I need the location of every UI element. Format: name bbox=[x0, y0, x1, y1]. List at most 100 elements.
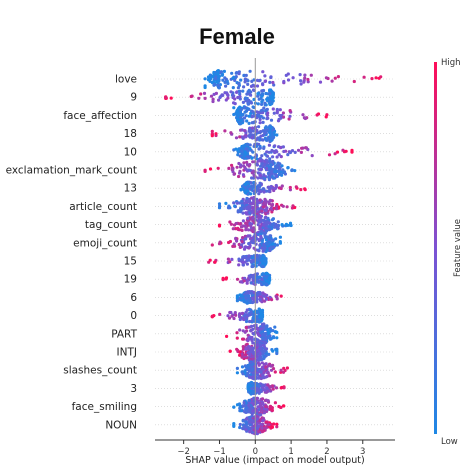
shap-point bbox=[241, 347, 245, 351]
feature-label: emoji_count bbox=[73, 237, 137, 249]
shap-point bbox=[264, 137, 268, 141]
shap-point bbox=[255, 319, 259, 323]
shap-point bbox=[247, 356, 251, 360]
shap-point bbox=[214, 72, 218, 76]
shap-point bbox=[268, 385, 272, 389]
shap-point bbox=[244, 167, 248, 171]
shap-point bbox=[268, 159, 272, 163]
shap-point bbox=[244, 237, 248, 241]
x-tick-label: 1 bbox=[288, 447, 293, 457]
feature-label: 0 bbox=[130, 310, 137, 322]
shap-point bbox=[259, 134, 263, 138]
shap-point bbox=[271, 107, 275, 111]
shap-point bbox=[241, 263, 245, 267]
shap-point bbox=[210, 129, 214, 133]
shap-point bbox=[374, 76, 378, 80]
shap-point bbox=[261, 187, 265, 191]
shap-point bbox=[238, 425, 242, 430]
shap-point bbox=[243, 353, 247, 357]
shap-point bbox=[231, 86, 235, 90]
shap-point bbox=[247, 256, 251, 261]
shap-point bbox=[255, 84, 260, 88]
shap-point bbox=[234, 112, 238, 116]
shap-point bbox=[243, 153, 247, 157]
shap-point bbox=[287, 117, 291, 121]
shap-point bbox=[279, 368, 283, 372]
shap-point bbox=[240, 243, 244, 247]
shap-point bbox=[247, 168, 251, 172]
shap-point bbox=[251, 216, 255, 220]
shap-point bbox=[246, 294, 250, 298]
shap-point bbox=[249, 274, 253, 279]
shap-point bbox=[256, 373, 260, 377]
shap-point bbox=[249, 324, 254, 328]
shap-point bbox=[258, 342, 262, 346]
shap-point bbox=[243, 234, 247, 238]
feature-row: 10 bbox=[124, 142, 395, 161]
shap-point bbox=[238, 135, 242, 139]
shap-point bbox=[281, 370, 286, 374]
shap-point bbox=[255, 128, 259, 133]
shap-point bbox=[246, 339, 250, 343]
shap-point bbox=[255, 414, 259, 418]
shap-point bbox=[232, 424, 236, 428]
shap-point bbox=[298, 73, 302, 77]
shap-point bbox=[265, 113, 269, 117]
shap-point bbox=[241, 236, 245, 240]
shap-point bbox=[256, 102, 260, 106]
shap-point bbox=[274, 294, 278, 298]
feature-row: emoji_count bbox=[73, 232, 395, 254]
shap-point bbox=[274, 170, 278, 174]
shap-point bbox=[236, 209, 240, 213]
shap-point bbox=[290, 149, 295, 153]
shap-point bbox=[251, 88, 256, 92]
shap-point bbox=[257, 430, 261, 434]
shap-point bbox=[235, 331, 239, 335]
shap-point bbox=[214, 132, 218, 136]
shap-point bbox=[267, 178, 271, 182]
shap-point bbox=[258, 224, 262, 228]
shap-point bbox=[249, 375, 253, 379]
shap-point bbox=[299, 82, 303, 86]
shap-point bbox=[250, 335, 254, 340]
shap-point bbox=[247, 398, 251, 402]
shap-point bbox=[277, 153, 281, 157]
shap-point bbox=[263, 176, 267, 181]
shap-point bbox=[202, 91, 207, 95]
shap-point bbox=[250, 427, 254, 431]
shap-point bbox=[240, 355, 244, 359]
feature-label: INTJ bbox=[117, 347, 137, 359]
shap-point bbox=[277, 169, 281, 173]
shap-point bbox=[306, 77, 310, 82]
shap-point bbox=[303, 76, 307, 80]
shap-point bbox=[246, 102, 250, 106]
shap-point bbox=[271, 155, 275, 159]
feature-label: face_smiling bbox=[72, 401, 137, 413]
shap-point bbox=[271, 93, 275, 97]
shap-point bbox=[232, 242, 236, 246]
shap-point bbox=[270, 133, 274, 137]
shap-point bbox=[276, 119, 281, 123]
shap-point bbox=[265, 408, 269, 412]
shap-point bbox=[244, 135, 248, 139]
shap-point bbox=[262, 362, 267, 366]
shap-point bbox=[274, 222, 278, 226]
shap-point bbox=[264, 226, 268, 230]
shap-point bbox=[217, 242, 222, 246]
shap-point bbox=[301, 113, 305, 117]
shap-point bbox=[258, 352, 262, 356]
shap-point bbox=[293, 169, 297, 173]
shap-point bbox=[266, 242, 270, 247]
shap-point bbox=[258, 173, 263, 178]
shap-point bbox=[252, 297, 256, 301]
shap-point bbox=[243, 110, 247, 114]
shap-point bbox=[266, 111, 270, 115]
shap-point bbox=[237, 72, 241, 76]
shap-point bbox=[247, 383, 251, 387]
shap-point bbox=[259, 422, 263, 426]
shap-point bbox=[241, 112, 245, 117]
shap-point bbox=[211, 99, 215, 104]
shap-point bbox=[281, 115, 286, 119]
shap-point bbox=[269, 126, 273, 130]
shap-point bbox=[238, 245, 242, 249]
